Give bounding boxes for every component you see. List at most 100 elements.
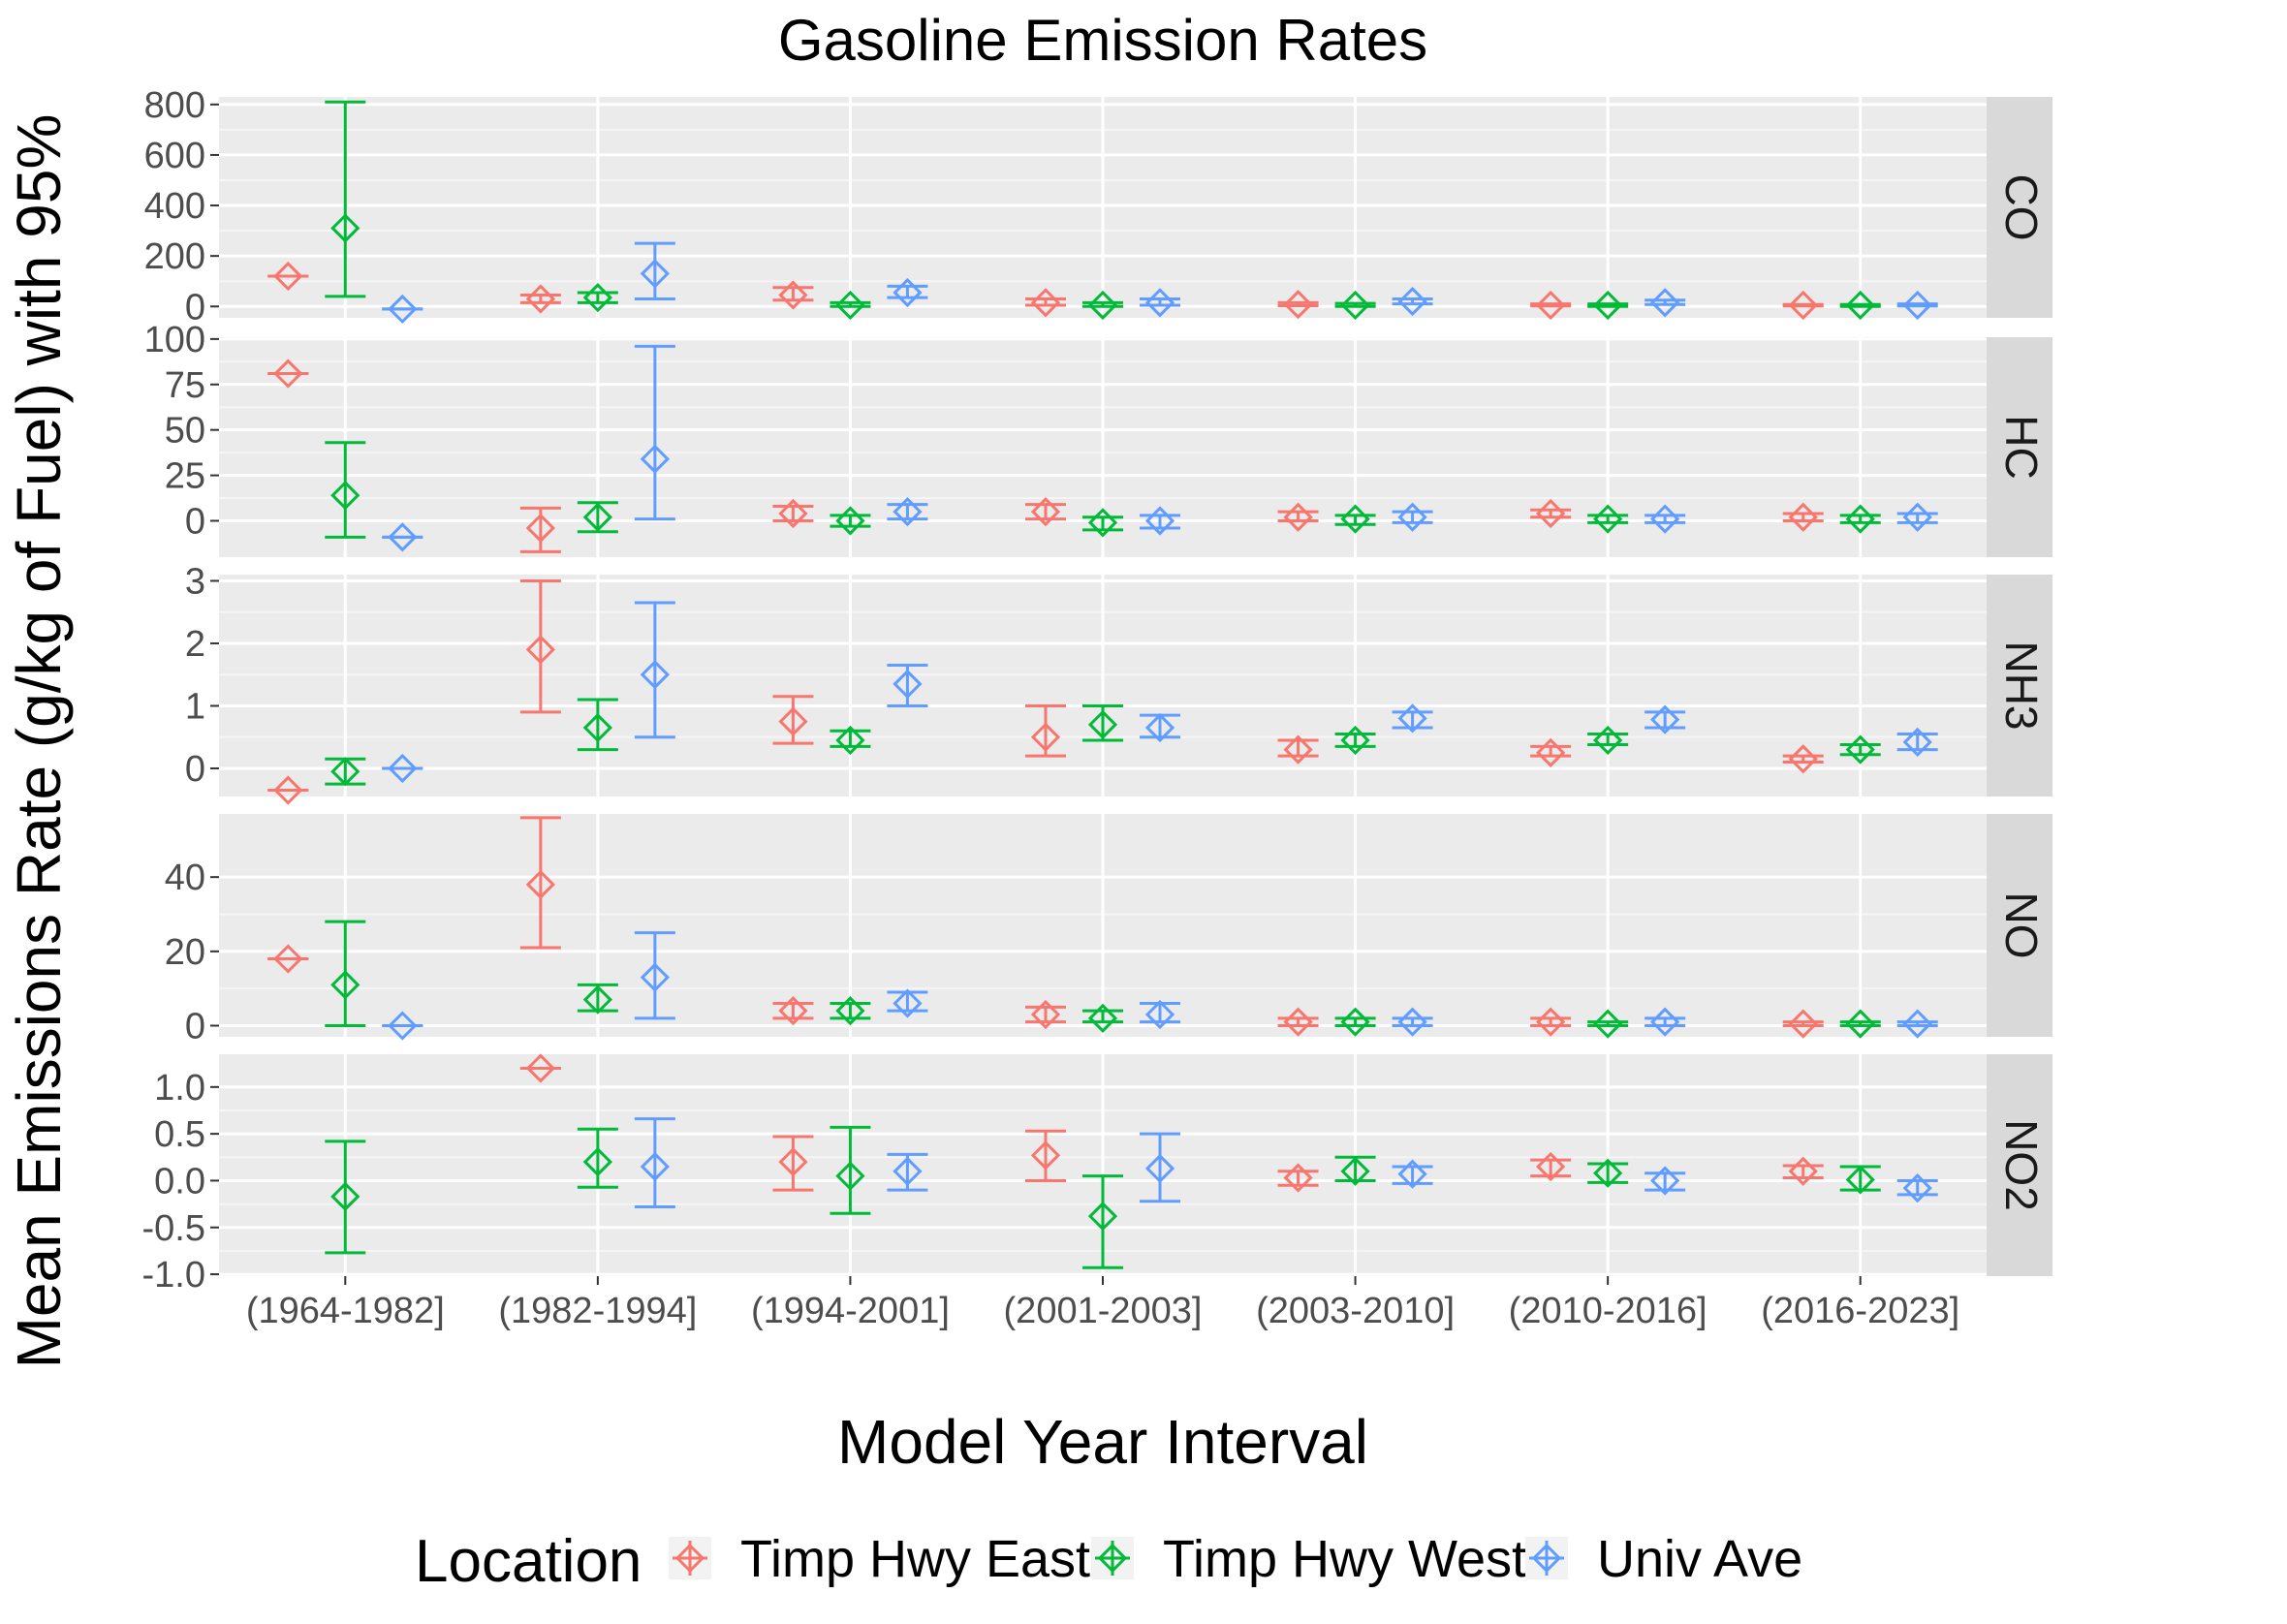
x-tick-label: (2001-2003] [1004, 1291, 1203, 1331]
series-univ-ave [382, 241, 1938, 325]
legend-label: Timp Hwy West [1163, 1530, 1526, 1588]
mean-point [1536, 498, 1566, 529]
series-timp-hwy-east [267, 261, 1824, 321]
mean-point [1902, 727, 1932, 758]
mean-point [778, 498, 808, 529]
x-axis-title: Model Year Interval [837, 1407, 1368, 1477]
mean-point [582, 712, 612, 743]
mean-point [640, 1151, 670, 1182]
mean-point [1340, 1007, 1370, 1037]
y-tick-label: 0 [185, 1007, 205, 1047]
legend-label: Timp Hwy East [740, 1530, 1090, 1588]
mean-point [640, 660, 670, 690]
mean-point [1788, 1156, 1818, 1186]
x-tick-label: (1982-1994] [498, 1291, 697, 1331]
y-tick-label: 1.0 [154, 1068, 205, 1109]
y-tick-label: 20 [165, 932, 205, 973]
mean-point [1845, 290, 1875, 321]
panel-co: 0 200 400 600 800 CO [144, 85, 2052, 328]
y-tick-label: 0.5 [154, 1114, 205, 1155]
mean-point [388, 294, 418, 325]
y-tick-label: 800 [144, 85, 205, 126]
mean-point [1788, 502, 1818, 532]
mean-point [1593, 504, 1623, 534]
mean-point [1593, 290, 1623, 321]
y-tick-label: 25 [165, 456, 205, 497]
facet-strip-label: NH3 [1996, 640, 2047, 730]
mean-point [1087, 709, 1118, 739]
mean-point [1902, 290, 1932, 321]
legend-key-diamond [674, 1543, 705, 1574]
mean-point [893, 988, 923, 1018]
y-tick-label: 1 [185, 686, 205, 727]
y-tick-label: 400 [144, 186, 205, 227]
series-univ-ave [634, 1117, 1938, 1208]
mean-point [1397, 703, 1427, 734]
mean-point [1340, 504, 1370, 534]
panel-nh3: 0 1 2 3 NH3 [185, 561, 2052, 805]
mean-point [582, 283, 612, 313]
mean-point [525, 635, 555, 665]
mean-point [1030, 1140, 1061, 1171]
x-tick-label: (1994-2001] [751, 1291, 950, 1331]
mean-point [1593, 1158, 1623, 1188]
series-timp-hwy-east [267, 816, 1824, 1039]
mean-point [1845, 504, 1875, 534]
facet-strip [1987, 814, 2052, 1037]
facet-strip-label: CO [1996, 174, 2047, 241]
legend-key-diamond [1097, 1543, 1128, 1574]
legend: Location Timp Hwy East Timp Hwy West Univ … [415, 1528, 1802, 1595]
mean-point [1144, 288, 1175, 318]
mean-point [1536, 737, 1566, 767]
facet-strip [1987, 575, 2052, 796]
series-univ-ave [382, 344, 1938, 552]
mean-point [582, 1146, 612, 1177]
y-tick-label: -0.5 [142, 1208, 205, 1249]
mean-point [1593, 1009, 1623, 1039]
mean-point [273, 359, 303, 389]
mean-point [1030, 999, 1061, 1030]
mean-point [525, 513, 555, 544]
facet-panels: 0200400600800CO0255075100HC0123NH302040N… [142, 85, 2052, 1331]
facet-strip [1987, 1054, 2052, 1276]
x-axis: (1964-1982] (1982-1994] (1994-2001] (2001-2… [246, 1276, 1959, 1331]
mean-point [330, 970, 360, 1000]
mean-point [1087, 1003, 1118, 1033]
x-tick-label: (1964-1982] [246, 1291, 445, 1331]
mean-point [273, 775, 303, 805]
mean-point [1340, 1156, 1370, 1186]
y-tick-label: 75 [165, 365, 205, 406]
x-tick-label: (2016-2023] [1761, 1291, 1959, 1331]
mean-point [525, 1053, 555, 1083]
mean-point [1788, 744, 1818, 774]
y-tick-label: 3 [185, 561, 205, 602]
mean-point [388, 753, 418, 784]
mean-point [1536, 1007, 1566, 1037]
mean-point [1902, 1173, 1932, 1203]
mean-point [273, 944, 303, 974]
mean-point [1283, 1007, 1313, 1037]
mean-point [835, 290, 865, 321]
y-tick-label: 40 [165, 858, 205, 898]
facet-strip [1987, 97, 2052, 318]
mean-point [1788, 290, 1818, 321]
x-tick-label: (2010-2016] [1509, 1291, 1707, 1331]
mean-point [1788, 1009, 1818, 1039]
mean-point [640, 962, 670, 992]
x-tick-label: (2003-2010] [1256, 1291, 1455, 1331]
y-tick-label: -1.0 [142, 1255, 205, 1296]
mean-point [1397, 1007, 1427, 1037]
series-timp-hwy-west [325, 1125, 1881, 1269]
series-timp-hwy-west [325, 920, 1881, 1039]
series-timp-hwy-west [325, 698, 1881, 787]
legend-item-univ-ave: Univ Ave [1525, 1530, 1802, 1588]
mean-point [1536, 290, 1566, 321]
mean-point [1340, 290, 1370, 321]
mean-point [1030, 288, 1061, 318]
mean-point [1144, 506, 1175, 536]
legend-item-timp-hwy-east: Timp Hwy East [669, 1530, 1090, 1588]
series-timp-hwy-east [267, 578, 1824, 805]
mean-point [1283, 290, 1313, 320]
mean-point [1283, 502, 1313, 532]
